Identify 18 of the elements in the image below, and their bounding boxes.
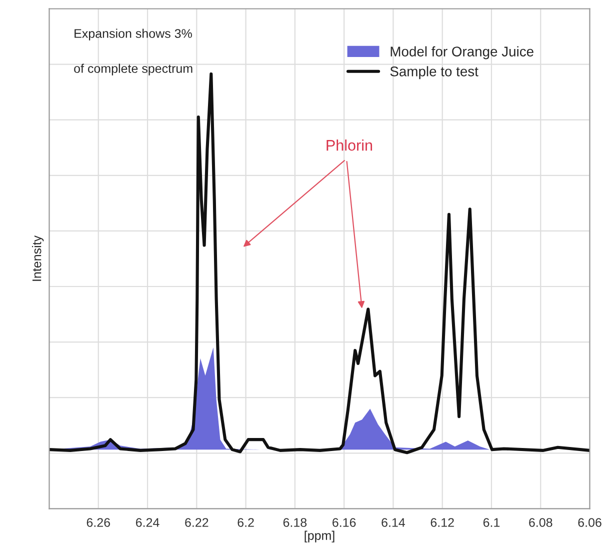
x-tick-label: 6.1 (483, 518, 500, 527)
legend-label: Sample to test (390, 66, 478, 80)
annotation: Phlorin (326, 140, 372, 151)
x-tick-label: 6.12 (430, 518, 454, 527)
y-axis-title: Intensity (32, 235, 44, 281)
x-tick-label: 6.24 (136, 518, 160, 527)
x-tick-label: 6.14 (382, 518, 406, 527)
x-tick-label: 6.22 (185, 518, 208, 527)
x-tick-label: 6.26 (86, 518, 110, 527)
x-axis-title: [ppm] (304, 530, 334, 542)
x-tick-label: 6.18 (283, 518, 307, 527)
x-tick-label: 6.2 (238, 518, 254, 527)
legend-label: Model for Orange Juice (390, 46, 534, 60)
x-tick-label: 6.06 (578, 518, 602, 527)
text: Expansion shows 3% (74, 28, 192, 40)
x-tick-label: 6.16 (332, 518, 356, 527)
annotation: of complete spectrum (74, 64, 192, 76)
x-tick-label: 6.08 (529, 518, 552, 527)
